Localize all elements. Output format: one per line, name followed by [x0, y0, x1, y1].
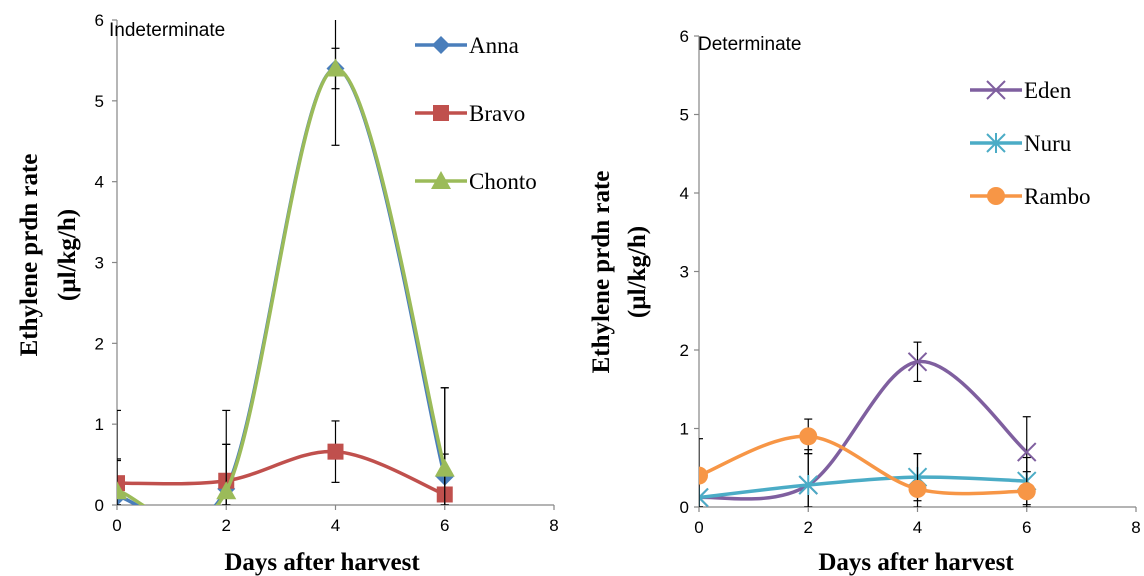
series-line-anna: [117, 66, 447, 505]
x-tick-label: 2: [222, 516, 231, 535]
series-eden: [699, 341, 1037, 507]
legend-item-anna: Anna: [415, 33, 519, 58]
y-tick-label: 4: [95, 173, 104, 192]
data-point-chonto: [325, 58, 346, 77]
y-axis-unit: (µl/kg/h): [624, 226, 651, 318]
y-tick-label: 1: [95, 415, 104, 434]
y-tick-label: 2: [680, 341, 689, 360]
series-anna: [117, 47, 454, 505]
series-line-bravo: [117, 449, 446, 497]
data-point-rambo: [799, 427, 818, 446]
x-tick-label: 6: [1022, 518, 1031, 537]
legend-item-bravo: Bravo: [415, 101, 525, 126]
legend-item-rambo: Rambo: [970, 184, 1090, 209]
legend-marker: [432, 36, 450, 54]
series-line-eden: [699, 360, 1028, 501]
legend-marker: [433, 105, 449, 121]
y-tick-label: 0: [680, 498, 689, 517]
legend-item-nuru: Nuru: [970, 131, 1072, 156]
y-tick-label: 3: [680, 263, 689, 282]
legend-marker: [986, 133, 1006, 153]
x-tick-label: 8: [1131, 518, 1140, 537]
chart-panel-indeterminate: 0 1 2 3 4 5 6 0 2 4 6 8 Indeterminate Days after harv…: [16, 11, 559, 576]
data-point-nuru: [798, 475, 818, 496]
series-rambo: [699, 418, 1036, 507]
data-point-chonto: [117, 481, 127, 500]
panel-title: Indeterminate: [109, 20, 225, 41]
y-tick-label: 6: [95, 11, 104, 30]
x-axis-title: Days after harvest: [818, 549, 1014, 576]
legend: Eden Nuru Rambo: [970, 78, 1090, 209]
x-tick-label: 6: [440, 516, 449, 535]
legend-item-eden: Eden: [970, 78, 1072, 103]
data-point-rambo: [699, 466, 708, 485]
x-tick-label: 0: [112, 516, 121, 535]
legend-label: Nuru: [1024, 131, 1072, 156]
data-point-nuru: [699, 487, 709, 507]
y-axis-unit: (µl/kg/h): [54, 209, 81, 301]
legend-marker: [431, 171, 451, 189]
data-point-rambo: [1017, 482, 1036, 501]
x-tick-label: 4: [331, 516, 340, 535]
data-point-bravo: [117, 475, 125, 492]
y-tick-label: 1: [680, 420, 689, 439]
y-tick-label: 6: [680, 27, 689, 46]
y-tick-label: 2: [95, 334, 104, 353]
y-tick-label: 5: [95, 92, 104, 111]
x-tick-label: 0: [694, 518, 703, 537]
chart-panel-determinate: 0 1 2 3 4 5 6 0 2 4 6 8 Determinate Days after harves…: [588, 27, 1141, 576]
legend-label: Anna: [469, 33, 519, 58]
data-point-eden: [907, 352, 928, 372]
series-bravo: [117, 420, 453, 505]
legend-label: Rambo: [1024, 184, 1090, 209]
y-axis-title: Ethylene prdn rate: [588, 171, 615, 374]
y-tick-label: 3: [95, 254, 104, 273]
data-point-bravo: [327, 443, 344, 460]
legend-marker: [987, 187, 1005, 205]
y-tick-label: 4: [680, 184, 689, 203]
y-axis-title: Ethylene prdn rate: [16, 154, 43, 357]
y-tick-label: 0: [95, 496, 104, 515]
x-tick-label: 2: [804, 518, 813, 537]
legend-item-chonto: Chonto: [415, 169, 537, 194]
data-point-rambo: [908, 479, 927, 498]
legend-label: Eden: [1024, 78, 1072, 103]
legend: Anna Bravo Chonto: [415, 33, 537, 194]
y-tick-label: 5: [680, 106, 689, 125]
data-point-chonto: [216, 481, 237, 500]
legend-marker: [986, 80, 1006, 100]
x-tick-label: 8: [549, 516, 558, 535]
series-chonto: [117, 20, 455, 505]
series-line-rambo: [699, 434, 1027, 496]
series-line-chonto: [117, 66, 447, 505]
x-axis-title: Days after harvest: [224, 549, 420, 576]
data-point-eden: [1017, 442, 1037, 462]
legend-label: Chonto: [469, 169, 537, 194]
panel-title: Determinate: [698, 34, 802, 55]
data-point-chonto: [434, 458, 455, 477]
legend-label: Bravo: [469, 101, 525, 126]
x-tick-label: 4: [913, 518, 922, 537]
series-line-nuru: [699, 475, 1027, 500]
